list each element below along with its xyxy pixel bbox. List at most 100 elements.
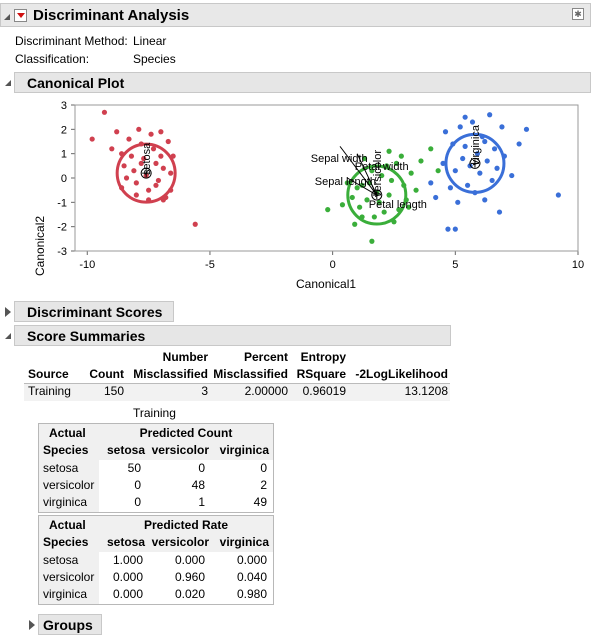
data-point-virginica (474, 151, 480, 157)
cell-rsquare: 0.96019 (302, 384, 346, 398)
canonical-plot-header[interactable]: Canonical Plot (5, 72, 591, 93)
cell: 0.020 (174, 587, 205, 601)
expand-triangle-icon[interactable] (5, 307, 11, 317)
training-label: Training (133, 406, 176, 420)
col-virginica: virginica (219, 443, 269, 457)
data-point-virginica (460, 155, 466, 162)
col-header-source: Source (28, 367, 69, 381)
table-row (24, 384, 450, 401)
row-label: virginica (43, 495, 88, 509)
predicted-count-title: Predicted Count (139, 426, 233, 440)
data-point-virginica (487, 112, 493, 118)
data-point-virginica (509, 172, 515, 179)
red-triangle-menu-icon[interactable] (14, 9, 27, 22)
data-point-setosa (141, 155, 147, 162)
groups-title: Groups (43, 617, 93, 633)
data-point-virginica (445, 226, 451, 232)
collapse-triangle-icon[interactable] (5, 80, 11, 86)
species-label: Species (43, 443, 89, 457)
pin-icon[interactable]: ✱ (572, 8, 584, 20)
report-title: Discriminant Analysis (33, 7, 190, 24)
cell: 49 (253, 495, 267, 509)
data-point-virginica (455, 199, 461, 205)
y-tick-label: 1 (61, 149, 67, 161)
cell: 0.000 (112, 587, 143, 601)
confidence-ellipse-virginica (444, 132, 506, 194)
col-header-count: Count (89, 367, 124, 381)
row-label: setosa (43, 553, 79, 567)
col-header-percent-misclassified: Misclassified (213, 367, 288, 381)
data-point-versicolor (428, 146, 434, 152)
data-point-setosa (131, 168, 137, 174)
col-header-misclassified: Misclassified (133, 367, 208, 381)
cell-percent: 2.00000 (244, 384, 288, 398)
data-point-versicolor (369, 238, 375, 244)
data-point-versicolor (376, 199, 382, 205)
col-header-entropy: Entropy (300, 350, 346, 364)
cell: 2 (260, 478, 267, 492)
actual-label: Actual (49, 426, 86, 440)
y-tick-label: 0 (61, 173, 67, 185)
data-point-versicolor (361, 155, 368, 162)
data-point-setosa (101, 109, 108, 115)
data-point-versicolor (386, 148, 392, 154)
data-point-versicolor (413, 187, 419, 193)
biplot-ray (371, 185, 378, 196)
cell: 0 (134, 495, 141, 509)
col-header-number: Number (162, 350, 208, 364)
expand-triangle-icon[interactable] (29, 620, 35, 630)
data-point-setosa (165, 138, 171, 145)
data-point-virginica (433, 194, 439, 201)
x-tick-label: -10 (79, 259, 95, 271)
cell: 0.000 (236, 553, 267, 567)
data-point-setosa (158, 153, 164, 159)
data-point-versicolor (408, 170, 414, 176)
collapse-triangle-icon[interactable] (4, 14, 10, 20)
x-tick-label: -5 (205, 259, 215, 271)
data-point-setosa (146, 187, 152, 193)
data-point-setosa (148, 131, 154, 137)
x-tick-label: 0 (330, 259, 336, 271)
method-value: Linear (133, 34, 167, 48)
data-point-virginica (452, 168, 458, 174)
data-point-setosa (158, 129, 164, 135)
biplot-ray-label: Sepal length (315, 176, 376, 188)
data-point-setosa (123, 175, 130, 181)
data-point-versicolor (349, 194, 355, 201)
cell: 0.000 (174, 553, 205, 567)
col-versicolor: versicolor (151, 443, 209, 457)
data-point-versicolor (369, 168, 375, 174)
data-point-setosa (109, 146, 115, 152)
data-point-setosa (138, 160, 144, 166)
group-label: virginica (470, 124, 482, 165)
data-point-virginica (464, 182, 471, 188)
data-point-versicolor (388, 177, 395, 184)
x-tick-label: 5 (452, 259, 458, 271)
x-tick-label: 10 (572, 259, 584, 271)
discriminant-scores-title: Discriminant Scores (27, 304, 163, 320)
groups-header[interactable]: Groups (29, 614, 102, 635)
y-tick-label: 2 (61, 124, 67, 136)
cell: 48 (191, 478, 205, 492)
data-point-versicolor (339, 202, 346, 208)
col-header-percent: Percent (243, 350, 288, 364)
confidence-ellipse-setosa (115, 142, 177, 204)
actual-label: Actual (49, 518, 86, 532)
data-point-setosa (133, 180, 139, 186)
cell: 0.960 (174, 570, 205, 584)
data-point-setosa (160, 165, 166, 171)
score-summaries-header[interactable]: Score Summaries (5, 325, 451, 346)
x-axis-label: Canonical1 (296, 277, 356, 291)
discriminant-scores-header[interactable]: Discriminant Scores (5, 301, 174, 322)
row-label: versicolor (43, 570, 95, 584)
biplot-ray (347, 177, 378, 196)
cell-source: Training (28, 384, 71, 398)
data-point-setosa (114, 129, 120, 135)
group-label: setosa (141, 142, 153, 175)
data-point-versicolor (359, 182, 365, 188)
collapse-triangle-icon[interactable] (5, 333, 11, 339)
data-point-virginica (447, 185, 454, 191)
data-point-setosa (168, 170, 174, 176)
canonical-plot-title: Canonical Plot (27, 75, 125, 91)
